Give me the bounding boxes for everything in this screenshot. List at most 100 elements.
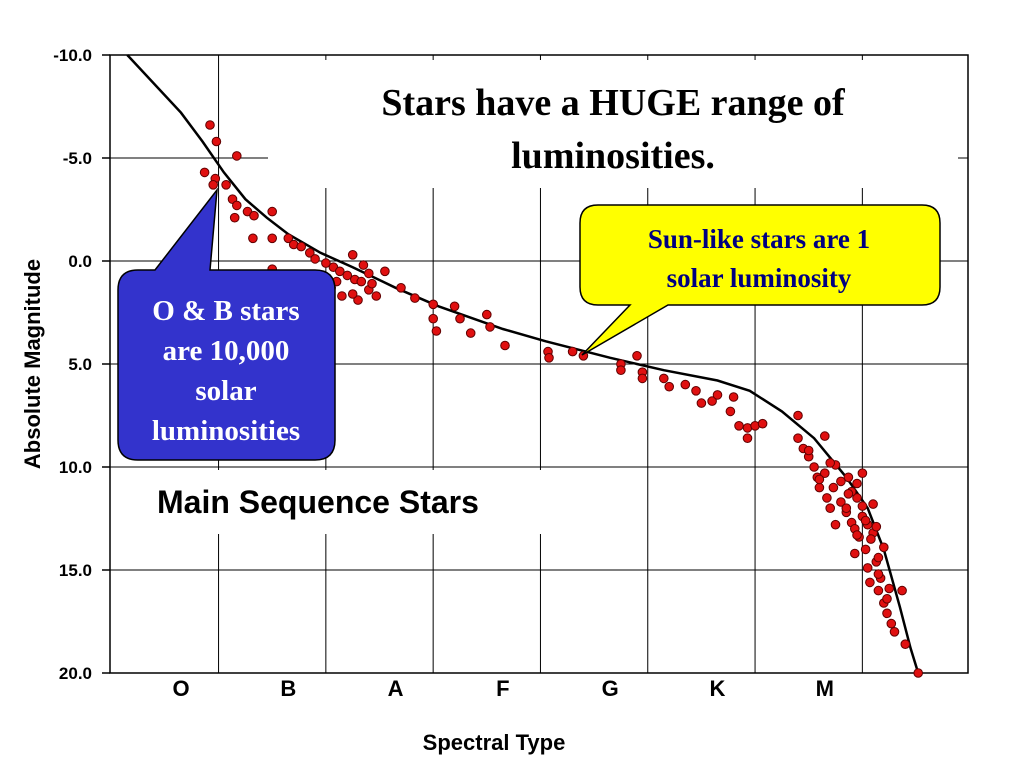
data-point xyxy=(500,340,510,351)
data-point xyxy=(852,478,862,489)
data-point xyxy=(728,392,739,402)
title-group: Stars have a HUGE range of luminosities. xyxy=(268,60,958,188)
data-point xyxy=(897,585,907,596)
data-point xyxy=(410,293,420,303)
data-point xyxy=(449,301,460,312)
data-point xyxy=(305,248,315,258)
data-point xyxy=(857,501,868,511)
data-point xyxy=(199,167,210,178)
data-point xyxy=(871,521,882,532)
data-point xyxy=(882,594,892,604)
data-point xyxy=(567,346,578,357)
x-category-label: O xyxy=(172,676,189,701)
data-point xyxy=(843,472,854,483)
data-point xyxy=(335,266,345,277)
y-tick-marks xyxy=(102,54,110,674)
data-point xyxy=(347,289,358,299)
data-point xyxy=(809,462,819,472)
data-point xyxy=(822,493,832,503)
data-point xyxy=(814,482,825,493)
sun-callout-bubble xyxy=(579,204,941,356)
data-point xyxy=(830,519,841,530)
data-point xyxy=(742,433,753,444)
data-point xyxy=(310,254,320,264)
data-point xyxy=(396,283,406,293)
main-sequence-label-group: Main Sequence Stars xyxy=(150,470,555,534)
data-point xyxy=(659,373,669,384)
x-category-label: A xyxy=(388,676,404,701)
data-point xyxy=(900,639,911,650)
data-point xyxy=(886,618,897,629)
ob-callout-bubble xyxy=(117,187,336,461)
data-point xyxy=(211,136,222,147)
y-tick-label: -5.0 xyxy=(63,149,92,168)
data-point xyxy=(455,313,465,324)
data-point xyxy=(793,410,803,421)
y-axis-title: Absolute Magnitude xyxy=(20,259,45,469)
data-point xyxy=(371,291,382,301)
data-point xyxy=(367,278,377,289)
data-point xyxy=(221,180,231,190)
main-sequence-curve xyxy=(126,54,920,674)
y-tick-label: 5.0 xyxy=(68,355,92,374)
data-point xyxy=(358,260,369,270)
data-point xyxy=(841,503,852,514)
y-tick-label: 15.0 xyxy=(59,561,92,580)
data-point xyxy=(820,431,830,441)
data-point xyxy=(428,313,439,324)
data-point xyxy=(725,406,736,417)
data-point xyxy=(248,233,258,244)
data-point xyxy=(428,299,439,310)
data-point xyxy=(825,503,836,514)
x-axis-title: Spectral Type xyxy=(423,730,566,755)
data-point xyxy=(865,577,875,588)
data-point xyxy=(664,381,675,392)
data-point xyxy=(707,396,717,406)
x-category-label: K xyxy=(710,676,726,701)
data-point xyxy=(879,542,889,553)
y-tick-labels: -10.0 -5.0 0.0 5.0 10.0 15.0 20.0 xyxy=(53,46,92,683)
ob-callout-line-1: O & B stars xyxy=(152,295,299,327)
data-point xyxy=(873,585,884,596)
data-point xyxy=(873,569,884,579)
data-point xyxy=(850,548,860,559)
data-point xyxy=(836,497,846,507)
title-background xyxy=(268,60,958,188)
data-point xyxy=(734,421,744,431)
data-point xyxy=(342,270,353,281)
data-point xyxy=(868,499,878,509)
data-point xyxy=(632,351,642,361)
data-point xyxy=(843,489,854,499)
data-point xyxy=(353,295,363,305)
main-sequence-label-background xyxy=(150,470,555,534)
data-point xyxy=(873,552,884,563)
data-point xyxy=(205,120,215,130)
chart-title-line-1: Stars have a HUGE range of xyxy=(381,82,846,124)
data-point xyxy=(757,418,768,429)
data-point xyxy=(380,266,390,277)
data-point xyxy=(696,398,707,408)
data-point xyxy=(296,241,307,252)
data-point xyxy=(249,210,259,221)
data-point xyxy=(828,482,839,493)
data-point xyxy=(208,180,218,190)
data-point xyxy=(825,458,836,468)
x-category-label: F xyxy=(496,676,509,701)
data-point xyxy=(860,515,871,526)
data-point xyxy=(232,200,242,211)
x-category-label: M xyxy=(816,676,834,701)
data-point xyxy=(616,365,626,376)
data-point xyxy=(691,386,701,396)
data-point xyxy=(356,276,367,287)
data-point xyxy=(712,390,723,400)
y-tick-label: 20.0 xyxy=(59,664,92,683)
ob-stars-callout: O & B stars are 10,000 solar luminositie… xyxy=(117,187,336,461)
data-point xyxy=(364,268,374,279)
data-point xyxy=(852,530,862,540)
data-point xyxy=(229,212,240,223)
data-point xyxy=(866,534,876,544)
data-point xyxy=(884,583,895,594)
data-point xyxy=(347,250,358,260)
data-point xyxy=(321,258,331,268)
